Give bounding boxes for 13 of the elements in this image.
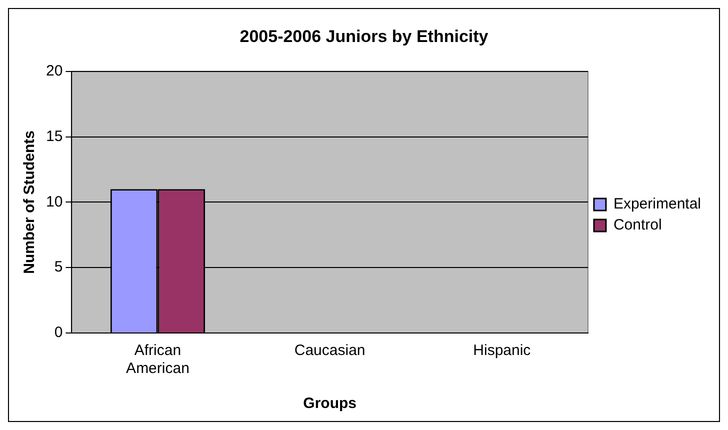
x-tick-label: Hispanic: [473, 342, 532, 360]
legend-label: Control: [613, 216, 662, 234]
x-axis-title: Groups: [303, 395, 356, 412]
y-tick-label: 5: [54, 258, 63, 276]
chart-title: 2005-2006 Juniors by Ethnicity: [240, 26, 489, 46]
y-tick-label: 0: [54, 324, 63, 342]
y-axis-title: Number of Students: [21, 130, 38, 274]
legend-label: Experimental: [613, 196, 702, 213]
x-tick-label: Caucasian: [294, 342, 366, 360]
x-tick-label: African American: [126, 342, 190, 378]
y-tick-label: 10: [46, 193, 63, 210]
y-tick-label: 20: [46, 62, 63, 80]
y-tick-label: 15: [46, 128, 63, 145]
